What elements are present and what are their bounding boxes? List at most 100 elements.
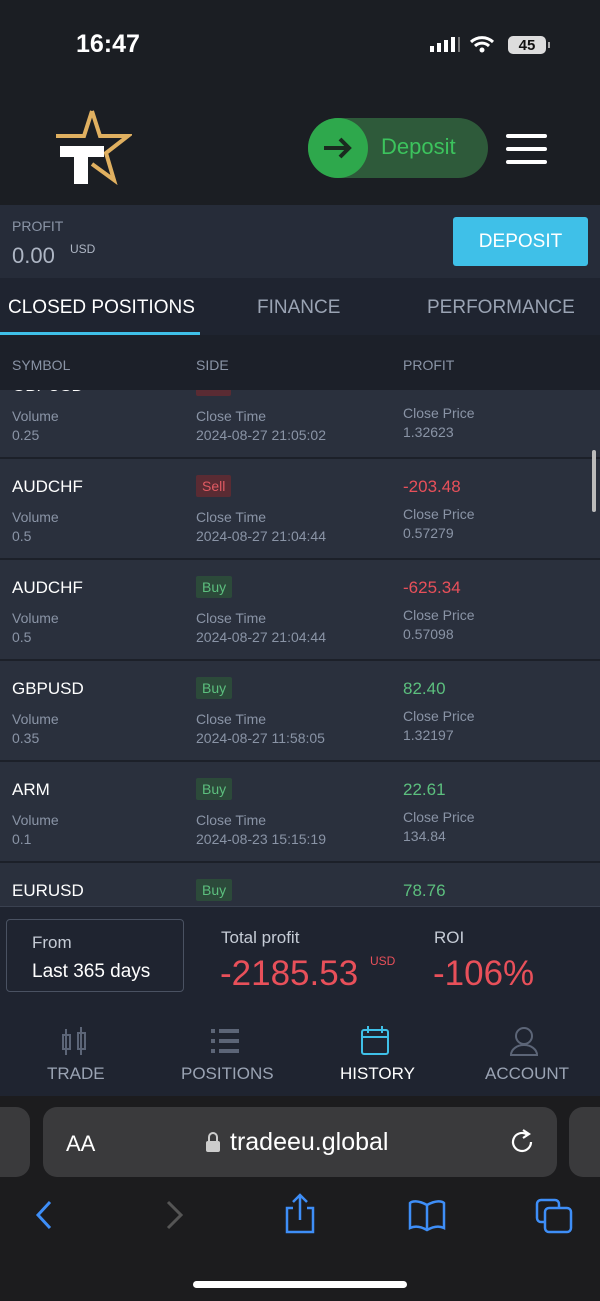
next-tab[interactable] (569, 1107, 600, 1177)
nav-item[interactable]: TRADE (47, 1064, 105, 1083)
bottom-nav (0, 1010, 600, 1096)
total-label: Total profit (221, 928, 300, 947)
position-row: GBPUSD Buy 82.40 Volume 0.35 Close Time 2024-0… (0, 661, 600, 762)
deposit-icon (308, 118, 368, 178)
deposit-button[interactable]: DEPOSIT (453, 217, 588, 266)
close-price-label: Close Price (403, 708, 475, 724)
symbol: GBPUSD (12, 390, 84, 396)
browser-toolbar (35, 1193, 573, 1234)
side-badge: Buy (196, 677, 233, 699)
symbol: EURUSD (12, 881, 84, 900)
tab[interactable]: PERFORMANCE (427, 297, 575, 318)
volume: 0.1 (12, 831, 32, 847)
side-badge: Sell (196, 390, 232, 396)
close-price-label: Close Price (403, 607, 475, 623)
close-time: 2024-08-27 21:04:44 (196, 528, 326, 544)
volume-label: Volume (12, 812, 59, 828)
close-time: 2024-08-27 11:58:05 (196, 730, 325, 746)
close-price: 0.57098 (403, 626, 454, 642)
close-time-label: Close Time (196, 408, 267, 424)
nav-item[interactable]: POSITIONS (181, 1064, 274, 1083)
filter-label: From (32, 933, 72, 952)
profit: -203.48 (403, 477, 461, 496)
tab[interactable]: FINANCE (257, 297, 341, 318)
close-price: 1.32197 (403, 727, 454, 743)
profit: 22.61 (403, 780, 446, 799)
profit: 78.76 (403, 881, 446, 900)
side-badge: Buy (196, 576, 233, 598)
home-indicator (193, 1281, 407, 1288)
total-currency: USD (370, 954, 396, 968)
prev-tab[interactable] (0, 1107, 30, 1177)
volume-label: Volume (12, 711, 59, 727)
close-time-label: Close Time (196, 610, 267, 626)
text-size-button[interactable]: AA (66, 1131, 96, 1156)
profit-label: PROFIT (12, 218, 64, 234)
close-time: 2024-08-23 15:15:19 (196, 831, 326, 847)
close-price: 1.32623 (403, 424, 454, 440)
battery-level: 45 (519, 37, 536, 54)
scrollbar (592, 450, 596, 512)
close-price-label: Close Price (403, 809, 475, 825)
total-value: -2185.53 (220, 954, 359, 993)
symbol: ARM (12, 780, 50, 799)
close-time-label: Close Time (196, 812, 267, 828)
tab-bar (0, 278, 600, 335)
close-time: 2024-08-27 21:05:02 (196, 427, 326, 443)
column-label: SIDE (196, 357, 229, 373)
close-time-label: Close Time (196, 711, 267, 727)
close-price-label: Close Price (403, 405, 475, 421)
date-filter[interactable] (6, 919, 184, 992)
url: tradeeu.global (230, 1128, 389, 1156)
close-price: 0.57279 (403, 525, 454, 541)
volume-label: Volume (12, 509, 59, 525)
profit: -625.34 (403, 578, 461, 597)
symbol: GBPUSD (12, 679, 84, 698)
positions-list: GBPUSD Sell Volume 0.25 Close Time 2024-08-27… (0, 390, 600, 906)
profit-value: 0.00 (12, 243, 55, 268)
profit-currency: USD (70, 242, 96, 256)
nav-item[interactable]: HISTORY (340, 1064, 415, 1083)
volume-label: Volume (12, 408, 59, 424)
side-badge: Buy (196, 879, 233, 901)
roi-value: -106% (433, 954, 535, 993)
volume: 0.5 (12, 629, 32, 645)
deposit-pill-label[interactable]: Deposit (381, 134, 456, 159)
position-row: AUDCHF Sell -203.48 Volume 0.5 Close Time 2024… (0, 459, 600, 560)
menu-button[interactable] (506, 133, 548, 165)
volume: 0.25 (12, 427, 40, 443)
lock-icon (206, 1132, 220, 1152)
close-price: 134.84 (403, 828, 446, 844)
tab-indicator (0, 332, 200, 335)
side-badge: Sell (196, 475, 232, 497)
side-badge: Buy (196, 778, 233, 800)
position-row: EURUSD Buy 78.76 (0, 863, 600, 906)
profit: 82.40 (403, 679, 446, 698)
symbol: AUDCHF (12, 578, 83, 597)
symbol: AUDCHF (12, 477, 83, 496)
column-label: SYMBOL (12, 357, 71, 373)
volume: 0.35 (12, 730, 40, 746)
close-time: 2024-08-27 21:04:44 (196, 629, 326, 645)
volume: 0.5 (12, 528, 32, 544)
position-row: AUDCHF Buy -625.34 Volume 0.5 Close Time 2024-… (0, 560, 600, 661)
column-label: PROFIT (403, 357, 455, 373)
nav-item[interactable]: ACCOUNT (485, 1064, 570, 1083)
reload-icon[interactable] (509, 1128, 537, 1156)
column-header (0, 335, 600, 390)
filter-value: Last 365 days (32, 961, 151, 982)
tab[interactable]: CLOSED POSITIONS (8, 297, 195, 318)
close-time-label: Close Time (196, 509, 267, 525)
roi-label: ROI (434, 928, 465, 947)
position-row: ARM Buy 22.61 Volume 0.1 Close Time 2024-08-23… (0, 762, 600, 863)
address-bar[interactable] (43, 1107, 557, 1177)
close-price-label: Close Price (403, 506, 475, 522)
clock: 16:47 (76, 30, 140, 58)
logo (56, 110, 132, 186)
nav-icons (62, 1026, 539, 1056)
position-row: GBPUSD Sell Volume 0.25 Close Time 2024-08-27… (0, 390, 600, 459)
volume-label: Volume (12, 610, 59, 626)
status-icons: 45 (430, 36, 550, 54)
summary-bar (0, 906, 600, 1011)
